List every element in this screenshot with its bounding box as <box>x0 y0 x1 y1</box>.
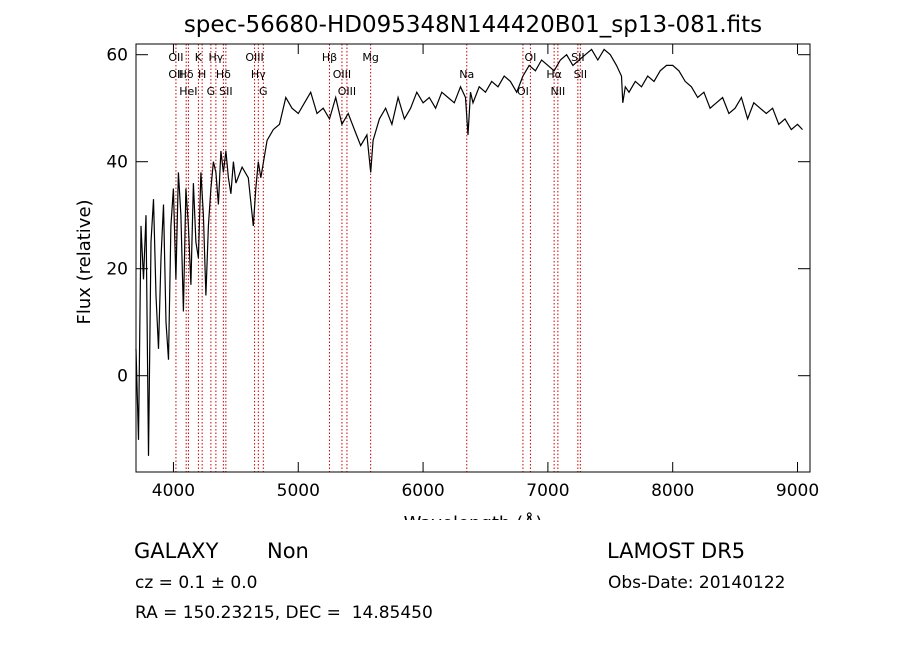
spectrum-series <box>135 48 803 456</box>
y-tick-label: 40 <box>106 153 128 173</box>
spectral-line-label: SII <box>219 85 232 98</box>
x-tick-label: 5000 <box>277 481 320 501</box>
spectral-line-label: K <box>195 51 203 64</box>
plot-frame <box>135 43 811 473</box>
spectral-line-label: OII <box>168 51 183 64</box>
spectral-line-label: OIII <box>333 68 351 81</box>
spectral-line-label: OI <box>517 85 529 98</box>
x-tick-label: 6000 <box>401 481 444 501</box>
y-tick-label: 20 <box>106 260 128 280</box>
spectral-line-label: Hβ <box>322 51 337 64</box>
spectral-line-label: G <box>259 85 268 98</box>
y-tick-label: 60 <box>106 46 128 66</box>
spectral-line-label: Hγ <box>251 68 266 81</box>
spectral-line-label: Hδ <box>216 68 231 81</box>
spectral-line-label: G <box>207 85 216 98</box>
spectral-line-label: Hδ <box>179 68 194 81</box>
spectral-line-label: Hγ <box>208 51 223 64</box>
x-tick-label: 9000 <box>776 481 819 501</box>
spectral-line-label: Hα <box>546 68 562 81</box>
spectral-line-label: H <box>198 68 206 81</box>
spectral-line-label: OI <box>524 51 536 64</box>
spectral-line-label: OIII <box>245 51 263 64</box>
spectral-line-label: NII <box>551 85 566 98</box>
object-class: GALAXY <box>134 539 219 563</box>
observation-date: Obs-Date: 20140122 <box>608 573 786 593</box>
x-tick-label: 4000 <box>152 481 195 501</box>
spectral-line-label: HeI <box>179 85 197 98</box>
y-tick-label: 0 <box>117 367 128 387</box>
survey-name: LAMOST DR5 <box>607 539 746 563</box>
ra-dec: RA = 150.23215, DEC = 14.85450 <box>135 603 433 623</box>
redshift-cz: cz = 0.1 ± 0.0 <box>135 573 258 593</box>
object-subclass: Non <box>267 539 309 563</box>
x-tick-label: 8000 <box>651 481 694 501</box>
spectral-line-label: OII <box>168 68 183 81</box>
x-axis-label: Wavelength (Å) <box>404 512 543 520</box>
spectrum-chart: spec-56680-HD095348N144420B01_sp13-081.f… <box>74 12 819 520</box>
spectral-line-label: SII <box>574 68 587 81</box>
spectral-line-label: Na <box>459 68 474 81</box>
spectral-line-label: Mg <box>362 51 378 64</box>
x-tick-label: 7000 <box>526 481 569 501</box>
spectral-line-label: SII <box>571 51 584 64</box>
y-axis-label: Flux (relative) <box>74 199 95 324</box>
chart-title: spec-56680-HD095348N144420B01_sp13-081.f… <box>184 12 762 38</box>
spectral-line-label: OIII <box>338 85 356 98</box>
